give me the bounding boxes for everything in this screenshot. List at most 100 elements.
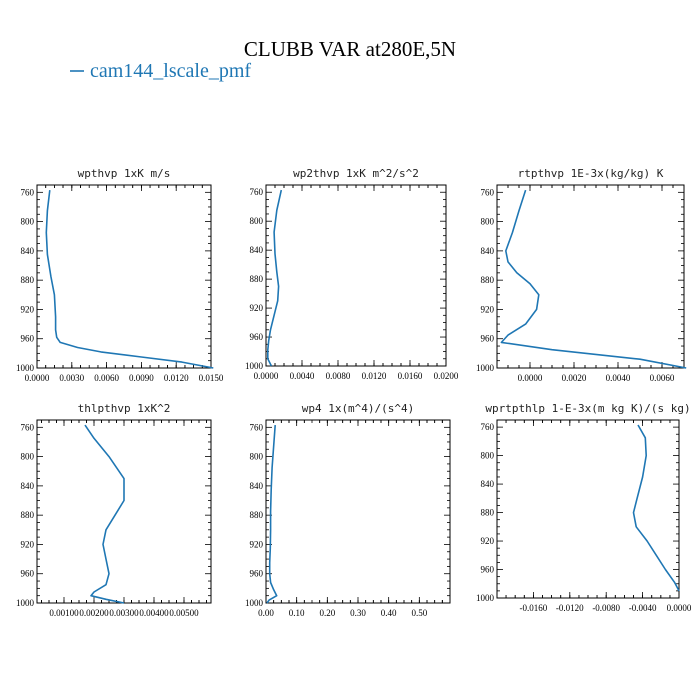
x-tick-label: 0.0150 (199, 373, 224, 383)
y-tick-label: 840 (481, 479, 495, 489)
panel-title: wp2thvp 1xK m^2/s^2 (293, 167, 419, 180)
y-tick-label: 800 (250, 216, 264, 226)
y-tick-label: 1000 (16, 363, 35, 373)
x-tick-label: 0.00200 (79, 608, 109, 618)
y-tick-label: 840 (21, 481, 35, 491)
y-tick-label: 840 (250, 245, 264, 255)
y-tick-label: 760 (481, 422, 495, 432)
plot-frame (265, 184, 447, 367)
panel-6: wprtpthlp 1-E-3x(m kg K)/(s kg) 760 800 840… (476, 402, 692, 613)
panel-4: thlpthvp 1xK^2 760 800 840 880 920 960 1000 0.00… (16, 402, 212, 618)
panel-title: thlpthvp 1xK^2 (78, 402, 171, 415)
x-tick-label: 0.00 (258, 608, 274, 618)
y-tick-label: 840 (250, 481, 264, 491)
y-tick-label: 800 (250, 452, 264, 462)
x-tick-label: 0.0000 (25, 373, 50, 383)
profile-line (500, 189, 687, 369)
legend-label: cam144_lscale_pmf (90, 60, 251, 82)
y-tick-label: 960 (21, 334, 35, 344)
plot-frame (496, 419, 680, 599)
y-tick-label: 1000 (476, 593, 495, 603)
x-tick-label: 0.0200 (434, 371, 459, 381)
x-tick-label: 0.0060 (650, 373, 675, 383)
x-tick-label: 0.0020 (562, 373, 587, 383)
y-tick-label: 880 (481, 508, 495, 518)
panel-3: rtpthvp 1E-3x(kg/kg) K 760 800 840 880 920 960… (476, 167, 687, 383)
y-tick-label: 960 (250, 332, 264, 342)
profile-line (632, 424, 680, 592)
plot-frame (36, 419, 212, 604)
x-tick-label: 0.0060 (94, 373, 119, 383)
profile-line (266, 189, 283, 367)
y-tick-label: 760 (250, 422, 264, 432)
y-tick-label: 920 (481, 536, 495, 546)
y-tick-label: 760 (21, 187, 35, 197)
panel-1: wpthvp 1xK m/s76080084088092096010000.00… (16, 167, 224, 383)
x-tick-label: 0.0120 (362, 371, 387, 381)
y-tick-label: 840 (21, 246, 35, 256)
y-tick-label: 880 (21, 275, 35, 285)
y-tick-label: 800 (481, 451, 495, 461)
y-tick-label: 920 (21, 304, 35, 314)
y-tick-label: 880 (21, 510, 35, 520)
x-tick-label: 0.0030 (59, 373, 84, 383)
y-tick-label: 960 (481, 334, 495, 344)
y-tick-label: 1000 (16, 598, 35, 608)
panels: wpthvp 1xK m/s76080084088092096010000.00… (16, 167, 692, 618)
x-tick-label: 0.0000 (254, 371, 279, 381)
x-tick-label: 0.0000 (518, 373, 543, 383)
panel-title: rtpthvp 1E-3x(kg/kg) K (518, 167, 664, 180)
x-tick-label: 0.0000 (667, 603, 692, 613)
x-tick-label: 0.20 (319, 608, 335, 618)
panel-2: wp2thvp 1xK m^2/s^2 760 800 840 880 920 960 100… (245, 167, 459, 381)
x-tick-label: 0.50 (411, 608, 427, 618)
y-tick-label: 920 (250, 539, 264, 549)
x-tick-label: 0.0090 (129, 373, 154, 383)
x-tick-label: -0.0080 (592, 603, 620, 613)
x-tick-label: -0.0120 (556, 603, 584, 613)
x-tick-label: 0.00300 (109, 608, 139, 618)
x-tick-label: 0.00500 (169, 608, 199, 618)
profile-line (45, 190, 214, 369)
x-tick-label: 0.00100 (49, 608, 79, 618)
y-tick-label: 960 (481, 565, 495, 575)
y-tick-label: 760 (21, 422, 35, 432)
y-tick-label: 920 (481, 304, 495, 314)
legend: cam144_lscale_pmf (70, 60, 251, 82)
y-tick-label: 1000 (245, 598, 264, 608)
plot-frame (36, 184, 212, 369)
plot-frame (265, 419, 451, 604)
x-tick-label: 0.0080 (326, 371, 351, 381)
y-tick-label: 960 (250, 569, 264, 579)
y-tick-label: 760 (481, 187, 495, 197)
profile-line (84, 424, 125, 604)
panel-title: wprtpthlp 1-E-3x(m kg K)/(s kg) (485, 402, 690, 415)
x-tick-label: 0.30 (350, 608, 366, 618)
y-tick-label: 800 (481, 217, 495, 227)
y-tick-label: 800 (21, 452, 35, 462)
y-tick-label: 880 (250, 510, 264, 520)
y-tick-label: 840 (481, 246, 495, 256)
y-tick-label: 1000 (245, 361, 264, 371)
y-tick-label: 880 (250, 274, 264, 284)
y-tick-label: 1000 (476, 363, 495, 373)
x-tick-label: 0.0160 (398, 371, 423, 381)
panel-title: wpthvp 1xK m/s (78, 167, 171, 180)
plot-frame (496, 184, 685, 369)
x-tick-label: -0.0040 (629, 603, 657, 613)
profile-line (266, 425, 278, 604)
x-tick-label: -0.0160 (520, 603, 548, 613)
y-tick-label: 920 (21, 539, 35, 549)
x-tick-label: 0.40 (381, 608, 397, 618)
x-tick-label: 0.0120 (164, 373, 189, 383)
x-tick-label: 0.10 (289, 608, 305, 618)
x-tick-label: 0.0040 (606, 373, 631, 383)
y-tick-label: 800 (21, 217, 35, 227)
x-tick-label: 0.00400 (139, 608, 169, 618)
y-tick-label: 760 (250, 187, 264, 197)
x-tick-label: 0.0040 (290, 371, 315, 381)
y-tick-label: 960 (21, 569, 35, 579)
figure-title: CLUBB VAR at280E,5N (244, 37, 456, 61)
panel-title: wp4 1x(m^4)/(s^4) (302, 402, 415, 415)
